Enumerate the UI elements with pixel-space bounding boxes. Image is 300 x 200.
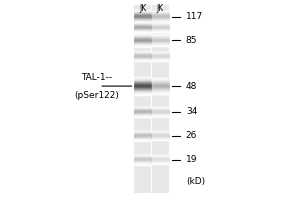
Text: 26: 26 (186, 131, 197, 140)
Text: 34: 34 (186, 107, 197, 116)
Text: (kD): (kD) (186, 177, 205, 186)
Bar (134, 5, 151, 193)
Text: 117: 117 (186, 12, 203, 21)
Text: 48: 48 (186, 82, 197, 91)
Text: JK: JK (139, 4, 146, 13)
Text: 19: 19 (186, 155, 197, 164)
Text: (pSer122): (pSer122) (74, 91, 119, 100)
Bar (152, 5, 169, 193)
Text: TAL-1--: TAL-1-- (81, 73, 112, 82)
Text: JK: JK (157, 4, 164, 13)
Text: 85: 85 (186, 36, 197, 45)
